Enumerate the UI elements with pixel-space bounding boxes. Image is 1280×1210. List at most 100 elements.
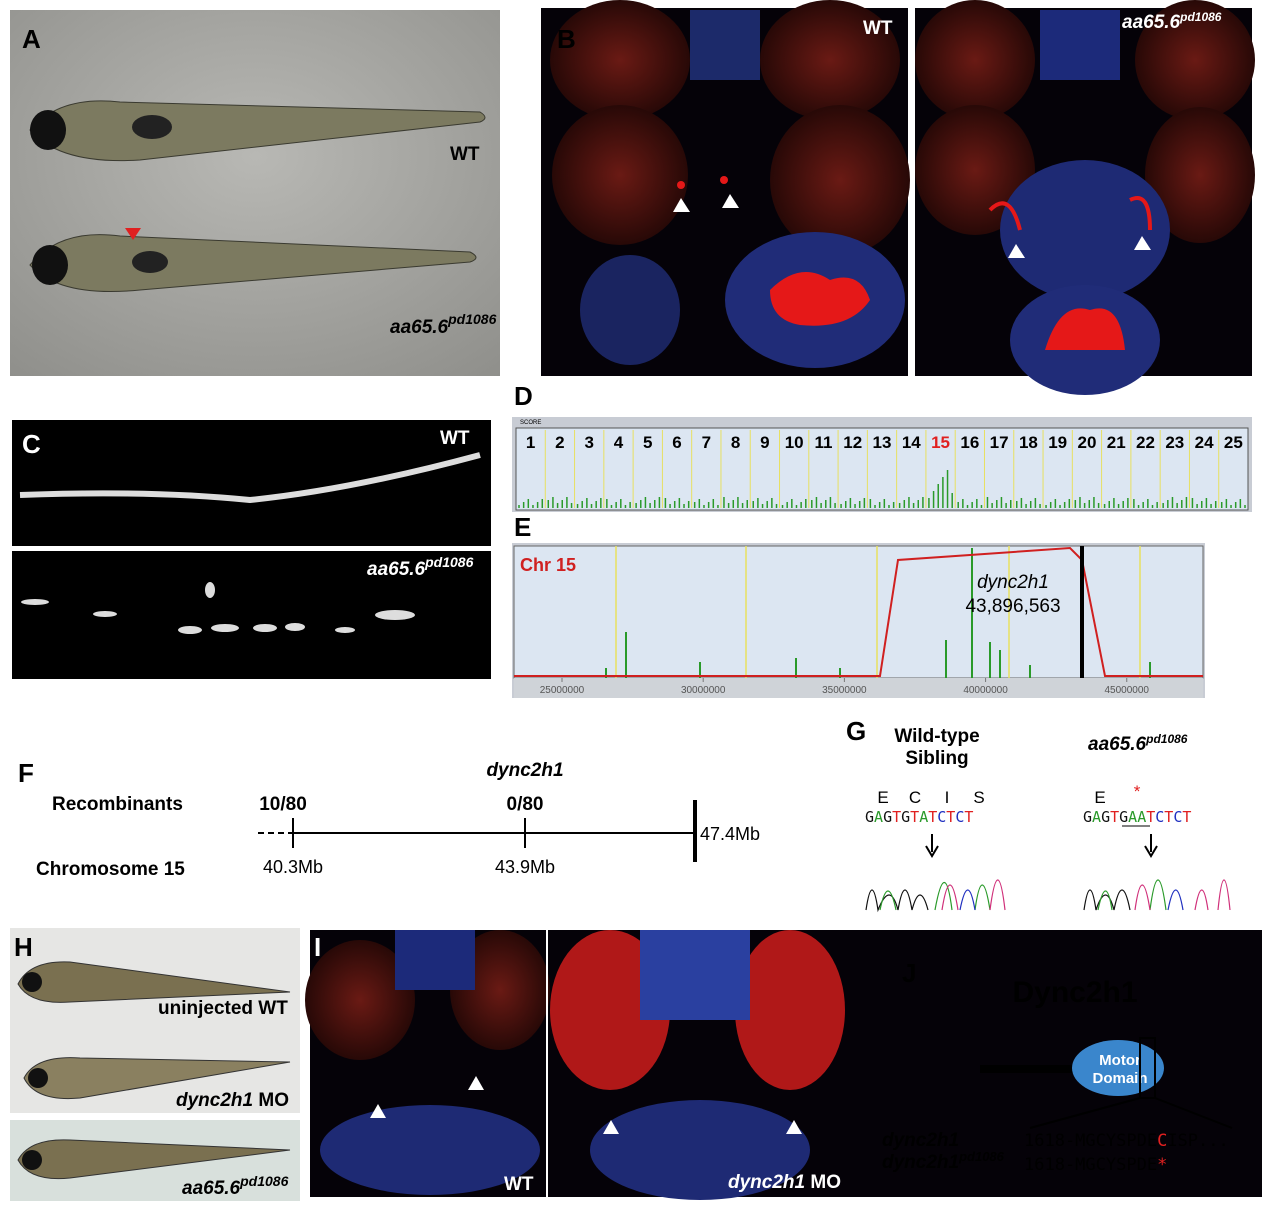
tissue [395, 930, 475, 990]
chromosome-label: 18 [1019, 433, 1038, 452]
tissue [760, 0, 900, 120]
photo-c-wt [12, 420, 491, 546]
gridlines [615, 546, 1141, 678]
eye [22, 1150, 42, 1170]
duct [677, 181, 685, 189]
label: dync2h1 [176, 1090, 253, 1111]
chromosome-label: 19 [1048, 433, 1067, 452]
gene-label: dync2h1 [882, 1130, 959, 1151]
tissue [550, 0, 690, 120]
label: uninjected WT [158, 998, 288, 1019]
tissue [590, 1100, 810, 1200]
swim-bladder [132, 115, 172, 139]
gene-label: dync2h1pd1086 [882, 1149, 1005, 1173]
domain-label: Domain [1092, 1070, 1147, 1087]
chromosome-label: 12 [843, 433, 862, 452]
label: dync2h1 [882, 1152, 959, 1173]
tissue [640, 930, 750, 1020]
dna-sequence: GAGTGAATCTCT [1083, 808, 1191, 826]
fish-wt [29, 100, 486, 162]
arrow [1144, 834, 1158, 858]
dna-sequence: GAGTGTATCTCT [865, 808, 973, 826]
duct [720, 176, 728, 184]
chr15-plot [513, 545, 1204, 679]
recombinants: 10/80 [259, 794, 307, 815]
tissue [552, 105, 688, 245]
label: MO [253, 1090, 289, 1111]
eye [28, 1068, 48, 1088]
sequence-title: Wild-type [894, 726, 979, 747]
gene-position-label: 43,896,563 [965, 596, 1060, 617]
genome-scan-plot [515, 427, 1249, 511]
chromosome-label: 23 [1165, 433, 1184, 452]
label: WT [863, 18, 893, 39]
score-label: SCORE [520, 420, 541, 426]
sequence: ISP... [1167, 1131, 1228, 1151]
superscript: pd1086 [239, 1173, 288, 1189]
arrowhead [1008, 244, 1025, 258]
chromosome-label: 11 [814, 433, 832, 452]
chromosome-label: 14 [902, 433, 921, 452]
chromosome-label: 6 [672, 433, 681, 452]
fish [17, 1139, 291, 1180]
panel-letter: J [902, 958, 916, 988]
position-label: 43.9Mb [495, 857, 555, 877]
label: WT [450, 144, 480, 165]
fish [23, 1057, 291, 1100]
superscript: pd1086 [1145, 732, 1188, 746]
sequence: 1618-MGCYSPDE [1024, 1155, 1157, 1175]
chromatogram [865, 879, 1231, 913]
superscript: pd1086 [958, 1149, 1005, 1164]
label: aa65.6pd1086 [1122, 10, 1222, 33]
label: WT [504, 1174, 534, 1195]
arrowhead [673, 198, 690, 212]
gut-lumen [1045, 308, 1125, 350]
position-label: 47.4Mb [700, 824, 760, 844]
pronephros-fragments [21, 582, 415, 634]
superscript: pd1086 [1179, 10, 1222, 24]
label: aa65.6 [1122, 12, 1181, 33]
eye [30, 110, 66, 150]
panel-letter: A [22, 24, 41, 54]
cyst [988, 196, 1152, 231]
chromosome-label: 17 [990, 433, 1009, 452]
label: aa65.6 [1088, 734, 1147, 755]
region-box [1139, 1037, 1156, 1099]
row-label: Recombinants [52, 794, 183, 815]
chromosome-label: 16 [960, 433, 979, 452]
x-axis-strip [514, 678, 1203, 698]
chromosome-label: 5 [643, 433, 652, 452]
chromosome-label: 7 [702, 433, 711, 452]
sequence: 1618-MGCYSPDE [1024, 1131, 1157, 1151]
panel-letter: D [514, 381, 533, 411]
panel-letter: H [14, 932, 33, 962]
eye [22, 972, 42, 992]
panel-letter: I [314, 932, 321, 962]
panel-letter: B [557, 24, 576, 54]
gene-label: dync2h1 [977, 572, 1049, 593]
label: WT [440, 428, 470, 449]
label: aa65.6pd1086 [182, 1173, 289, 1199]
label: MO [805, 1172, 841, 1193]
chromosome-label: 25 [1224, 433, 1243, 452]
sequence-title: Sibling [905, 748, 968, 769]
chromosome-label: 1 [526, 433, 535, 452]
arrowhead [1134, 236, 1151, 250]
recombinants: 0/80 [507, 794, 544, 815]
panel-letter: E [514, 512, 531, 542]
x-tick-label: 40000000 [963, 685, 1008, 696]
tissue [735, 930, 845, 1090]
chromosome-label: 13 [873, 433, 892, 452]
chromosome-label: 4 [614, 433, 624, 452]
amino-acid: C [909, 788, 923, 807]
x-axis: 25000000 30000000 35000000 40000000 45000000 [540, 678, 1149, 696]
eye [32, 245, 68, 285]
tissue [1145, 107, 1255, 243]
mutated-residue: C [1157, 1131, 1167, 1151]
gut-lumen [770, 272, 870, 326]
score-spikes: 1 2 3 4 5 6 7 8 9 10 11 12 13 14 15 16 17 18 19 20 21 22 23 24 2… [518, 430, 1246, 508]
chromosome-label: 21 [1107, 433, 1126, 452]
superscript: pd1086 [447, 311, 496, 327]
